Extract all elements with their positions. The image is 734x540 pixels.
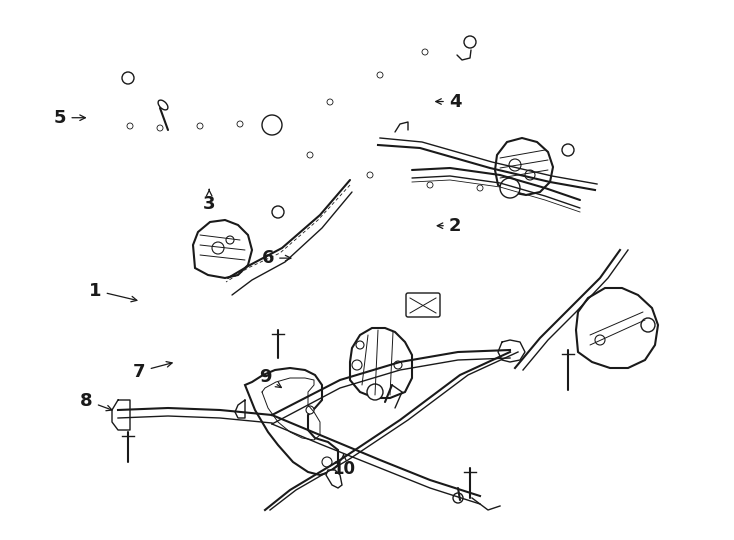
Text: 6: 6 (261, 249, 291, 267)
Circle shape (237, 121, 243, 127)
Polygon shape (326, 470, 342, 488)
Text: 7: 7 (133, 362, 172, 381)
Circle shape (422, 49, 428, 55)
Circle shape (427, 182, 433, 188)
Text: 8: 8 (80, 392, 112, 411)
Circle shape (509, 159, 521, 171)
Circle shape (197, 123, 203, 129)
Text: 5: 5 (54, 109, 85, 127)
Circle shape (306, 406, 314, 414)
Polygon shape (495, 138, 553, 195)
Circle shape (453, 493, 463, 503)
Circle shape (212, 242, 224, 254)
Circle shape (464, 36, 476, 48)
Circle shape (394, 361, 402, 369)
Circle shape (525, 170, 535, 180)
Text: 4: 4 (436, 92, 462, 111)
Circle shape (307, 152, 313, 158)
Circle shape (352, 360, 362, 370)
Text: 9: 9 (259, 368, 281, 388)
Circle shape (500, 178, 520, 198)
FancyBboxPatch shape (406, 293, 440, 317)
Circle shape (595, 335, 605, 345)
Circle shape (262, 115, 282, 135)
Circle shape (127, 123, 133, 129)
Text: 2: 2 (437, 217, 462, 235)
Text: 10: 10 (332, 454, 355, 478)
Polygon shape (350, 328, 412, 398)
Circle shape (477, 185, 483, 191)
Text: 3: 3 (203, 190, 216, 213)
Text: 1: 1 (89, 281, 137, 302)
Circle shape (641, 318, 655, 332)
Circle shape (367, 172, 373, 178)
Circle shape (327, 99, 333, 105)
Circle shape (377, 72, 383, 78)
Circle shape (562, 144, 574, 156)
Circle shape (322, 457, 332, 467)
Circle shape (272, 206, 284, 218)
Circle shape (122, 72, 134, 84)
Polygon shape (193, 220, 252, 278)
Circle shape (367, 384, 383, 400)
Circle shape (356, 341, 364, 349)
Ellipse shape (158, 100, 168, 110)
Circle shape (226, 236, 234, 244)
Circle shape (157, 125, 163, 131)
Polygon shape (576, 288, 658, 368)
Polygon shape (245, 368, 338, 475)
